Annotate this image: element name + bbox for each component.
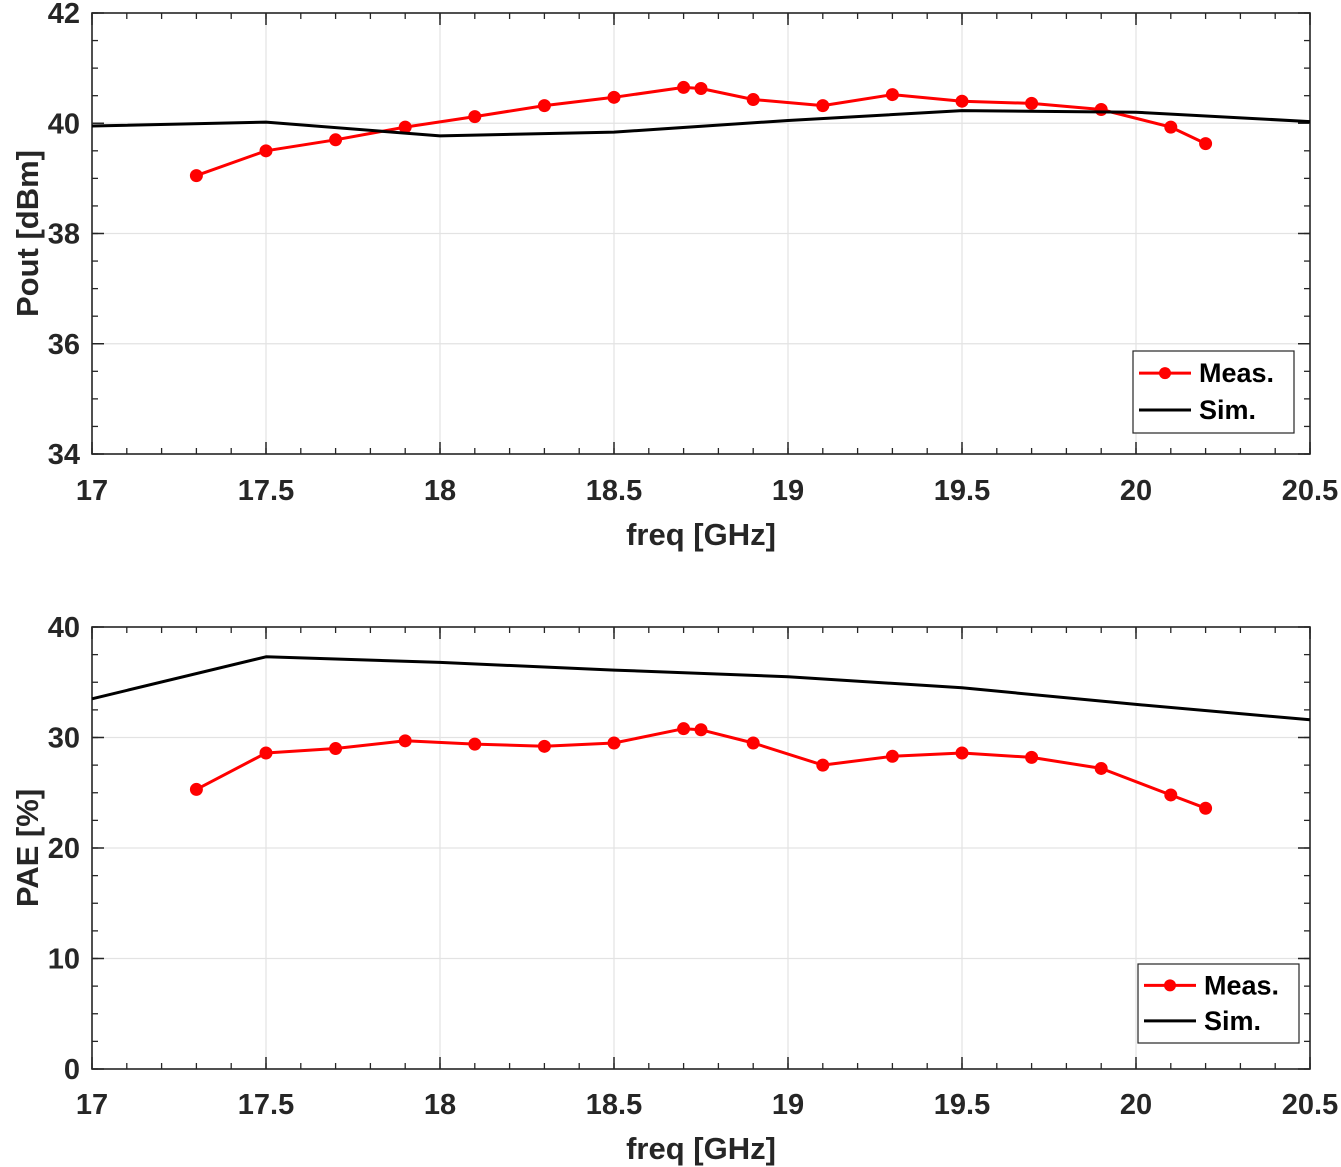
data-point <box>885 749 899 763</box>
data-point <box>607 90 621 104</box>
data-point <box>1025 750 1039 764</box>
data-point <box>468 110 482 124</box>
legend-label: Sim. <box>1199 395 1256 425</box>
x-tick-label: 19.5 <box>934 475 990 507</box>
x-tick-label: 19 <box>772 1089 804 1121</box>
data-point <box>694 82 708 96</box>
data-point <box>694 723 708 737</box>
y-axis-label: PAE [%] <box>10 789 45 907</box>
legend-box <box>1137 963 1300 1044</box>
data-point <box>1199 137 1213 151</box>
x-tick-label: 18 <box>424 1089 456 1121</box>
y-tick-label: 30 <box>48 723 80 755</box>
data-point <box>189 169 203 183</box>
data-point <box>1094 102 1108 116</box>
data-point <box>189 782 203 796</box>
y-tick-label: 36 <box>48 329 80 361</box>
data-point <box>746 736 760 750</box>
data-point <box>816 99 830 113</box>
y-axis-label: Pout [dBm] <box>10 150 45 317</box>
x-tick-label: 18.5 <box>586 1089 642 1121</box>
chart-panel-1: 17 17.5 18 18.5 19 19.5 20 20.5 34 36 38 40 42 freq [… <box>10 0 1338 552</box>
data-point <box>677 722 691 736</box>
series-meas <box>189 722 1213 815</box>
data-point <box>1199 801 1213 815</box>
legend-marker <box>1164 979 1176 992</box>
x-tick-label: 20.5 <box>1282 1089 1338 1121</box>
legend: Meas. Sim. <box>1137 963 1300 1044</box>
y-tick-label: 42 <box>48 0 80 30</box>
x-axis-label: freq [GHz] <box>626 1131 776 1166</box>
series-sim <box>91 655 1311 722</box>
x-tick-label: 18 <box>424 475 456 507</box>
data-point <box>677 80 691 94</box>
x-tick-label: 20 <box>1120 1089 1152 1121</box>
data-point <box>259 144 273 158</box>
data-point <box>259 746 273 760</box>
data-point <box>1025 96 1039 110</box>
y-tick-label: 20 <box>48 833 80 865</box>
chart-panel-2: 17 17.5 18 18.5 19 19.5 20 20.5 0 10 20 30 40 freq [G… <box>10 612 1338 1166</box>
x-tick-label: 17 <box>76 475 108 507</box>
series-sim <box>91 109 1311 138</box>
data-point <box>468 737 482 751</box>
x-tick-label: 20.5 <box>1282 475 1338 507</box>
data-point <box>398 734 412 748</box>
y-tick-label: 34 <box>48 439 80 471</box>
x-tick-label: 17.5 <box>238 1089 294 1121</box>
data-point <box>816 758 830 772</box>
data-point <box>746 93 760 107</box>
data-point <box>537 739 551 753</box>
data-point <box>537 99 551 113</box>
data-point <box>329 742 343 756</box>
x-axis-label: freq [GHz] <box>626 517 776 552</box>
data-point <box>1164 788 1178 802</box>
data-point <box>1094 761 1108 775</box>
data-point <box>955 94 969 108</box>
x-tick-label: 17.5 <box>238 475 294 507</box>
series-line <box>91 655 1311 722</box>
y-tick-label: 10 <box>48 944 80 976</box>
y-tick-label: 0 <box>64 1054 80 1086</box>
legend-marker <box>1159 367 1171 380</box>
axes-box <box>91 626 1311 1070</box>
y-tick-label: 40 <box>48 612 80 644</box>
x-tick-label: 19.5 <box>934 1089 990 1121</box>
legend-box <box>1132 350 1295 434</box>
series-line <box>91 109 1311 138</box>
legend-label: Sim. <box>1204 1006 1261 1036</box>
x-tick-label: 20 <box>1120 475 1152 507</box>
data-point <box>955 746 969 760</box>
data-point <box>885 88 899 102</box>
axes-box <box>91 12 1311 455</box>
legend-label: Meas. <box>1199 358 1274 388</box>
y-tick-label: 40 <box>48 108 80 140</box>
legend-label: Meas. <box>1204 970 1279 1000</box>
legend: Meas. Sim. <box>1132 350 1295 434</box>
data-point <box>1164 120 1178 134</box>
data-point <box>607 736 621 750</box>
x-tick-label: 18.5 <box>586 475 642 507</box>
x-tick-label: 17 <box>76 1089 108 1121</box>
x-tick-label: 19 <box>772 475 804 507</box>
data-point <box>329 133 343 147</box>
y-tick-label: 38 <box>48 219 80 251</box>
